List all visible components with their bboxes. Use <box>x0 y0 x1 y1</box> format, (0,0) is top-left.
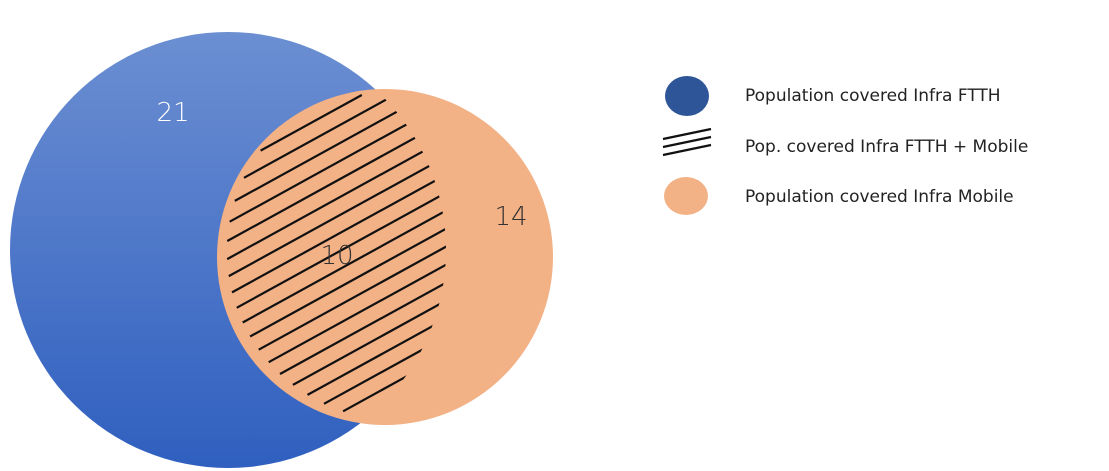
hatch-line <box>260 94 363 152</box>
legend-item-ftth-mobile: Pop. covered Infra FTTH + Mobile <box>662 127 1028 157</box>
dark-blue-circle-icon <box>665 76 709 116</box>
peach-circle-icon <box>664 177 708 215</box>
mobile-circle <box>217 89 553 425</box>
hatch-line <box>292 246 446 386</box>
hatch-line <box>258 199 446 351</box>
hatch-line <box>236 158 446 309</box>
hatch-line <box>234 99 419 202</box>
legend: Population covered Infra FTTH Pop. cover… <box>662 76 1028 215</box>
legend-label-ftth: Population covered Infra FTTH <box>745 86 1001 106</box>
legend-item-ftth: Population covered Infra FTTH <box>665 76 1001 116</box>
hatch-line <box>306 264 446 396</box>
hatch-line <box>231 145 446 294</box>
hatch-line <box>249 184 446 338</box>
hatch-line <box>279 230 446 375</box>
overlap-value: 10 <box>320 241 353 271</box>
hatch-line <box>242 170 446 324</box>
hatch-line <box>229 105 439 223</box>
overlap-hatching <box>226 94 446 413</box>
hatch-line <box>243 94 395 179</box>
ftth-only-value: 21 <box>156 98 189 128</box>
hatch-line <box>268 214 446 364</box>
hatch-lines-icon <box>662 127 712 157</box>
legend-label-mobile: Population covered Infra Mobile <box>745 187 1014 207</box>
legend-label-ftth-mobile: Pop. covered Infra FTTH + Mobile <box>745 137 1028 157</box>
mobile-only-value: 14 <box>494 202 527 232</box>
legend-item-mobile: Population covered Infra Mobile <box>664 177 1014 215</box>
